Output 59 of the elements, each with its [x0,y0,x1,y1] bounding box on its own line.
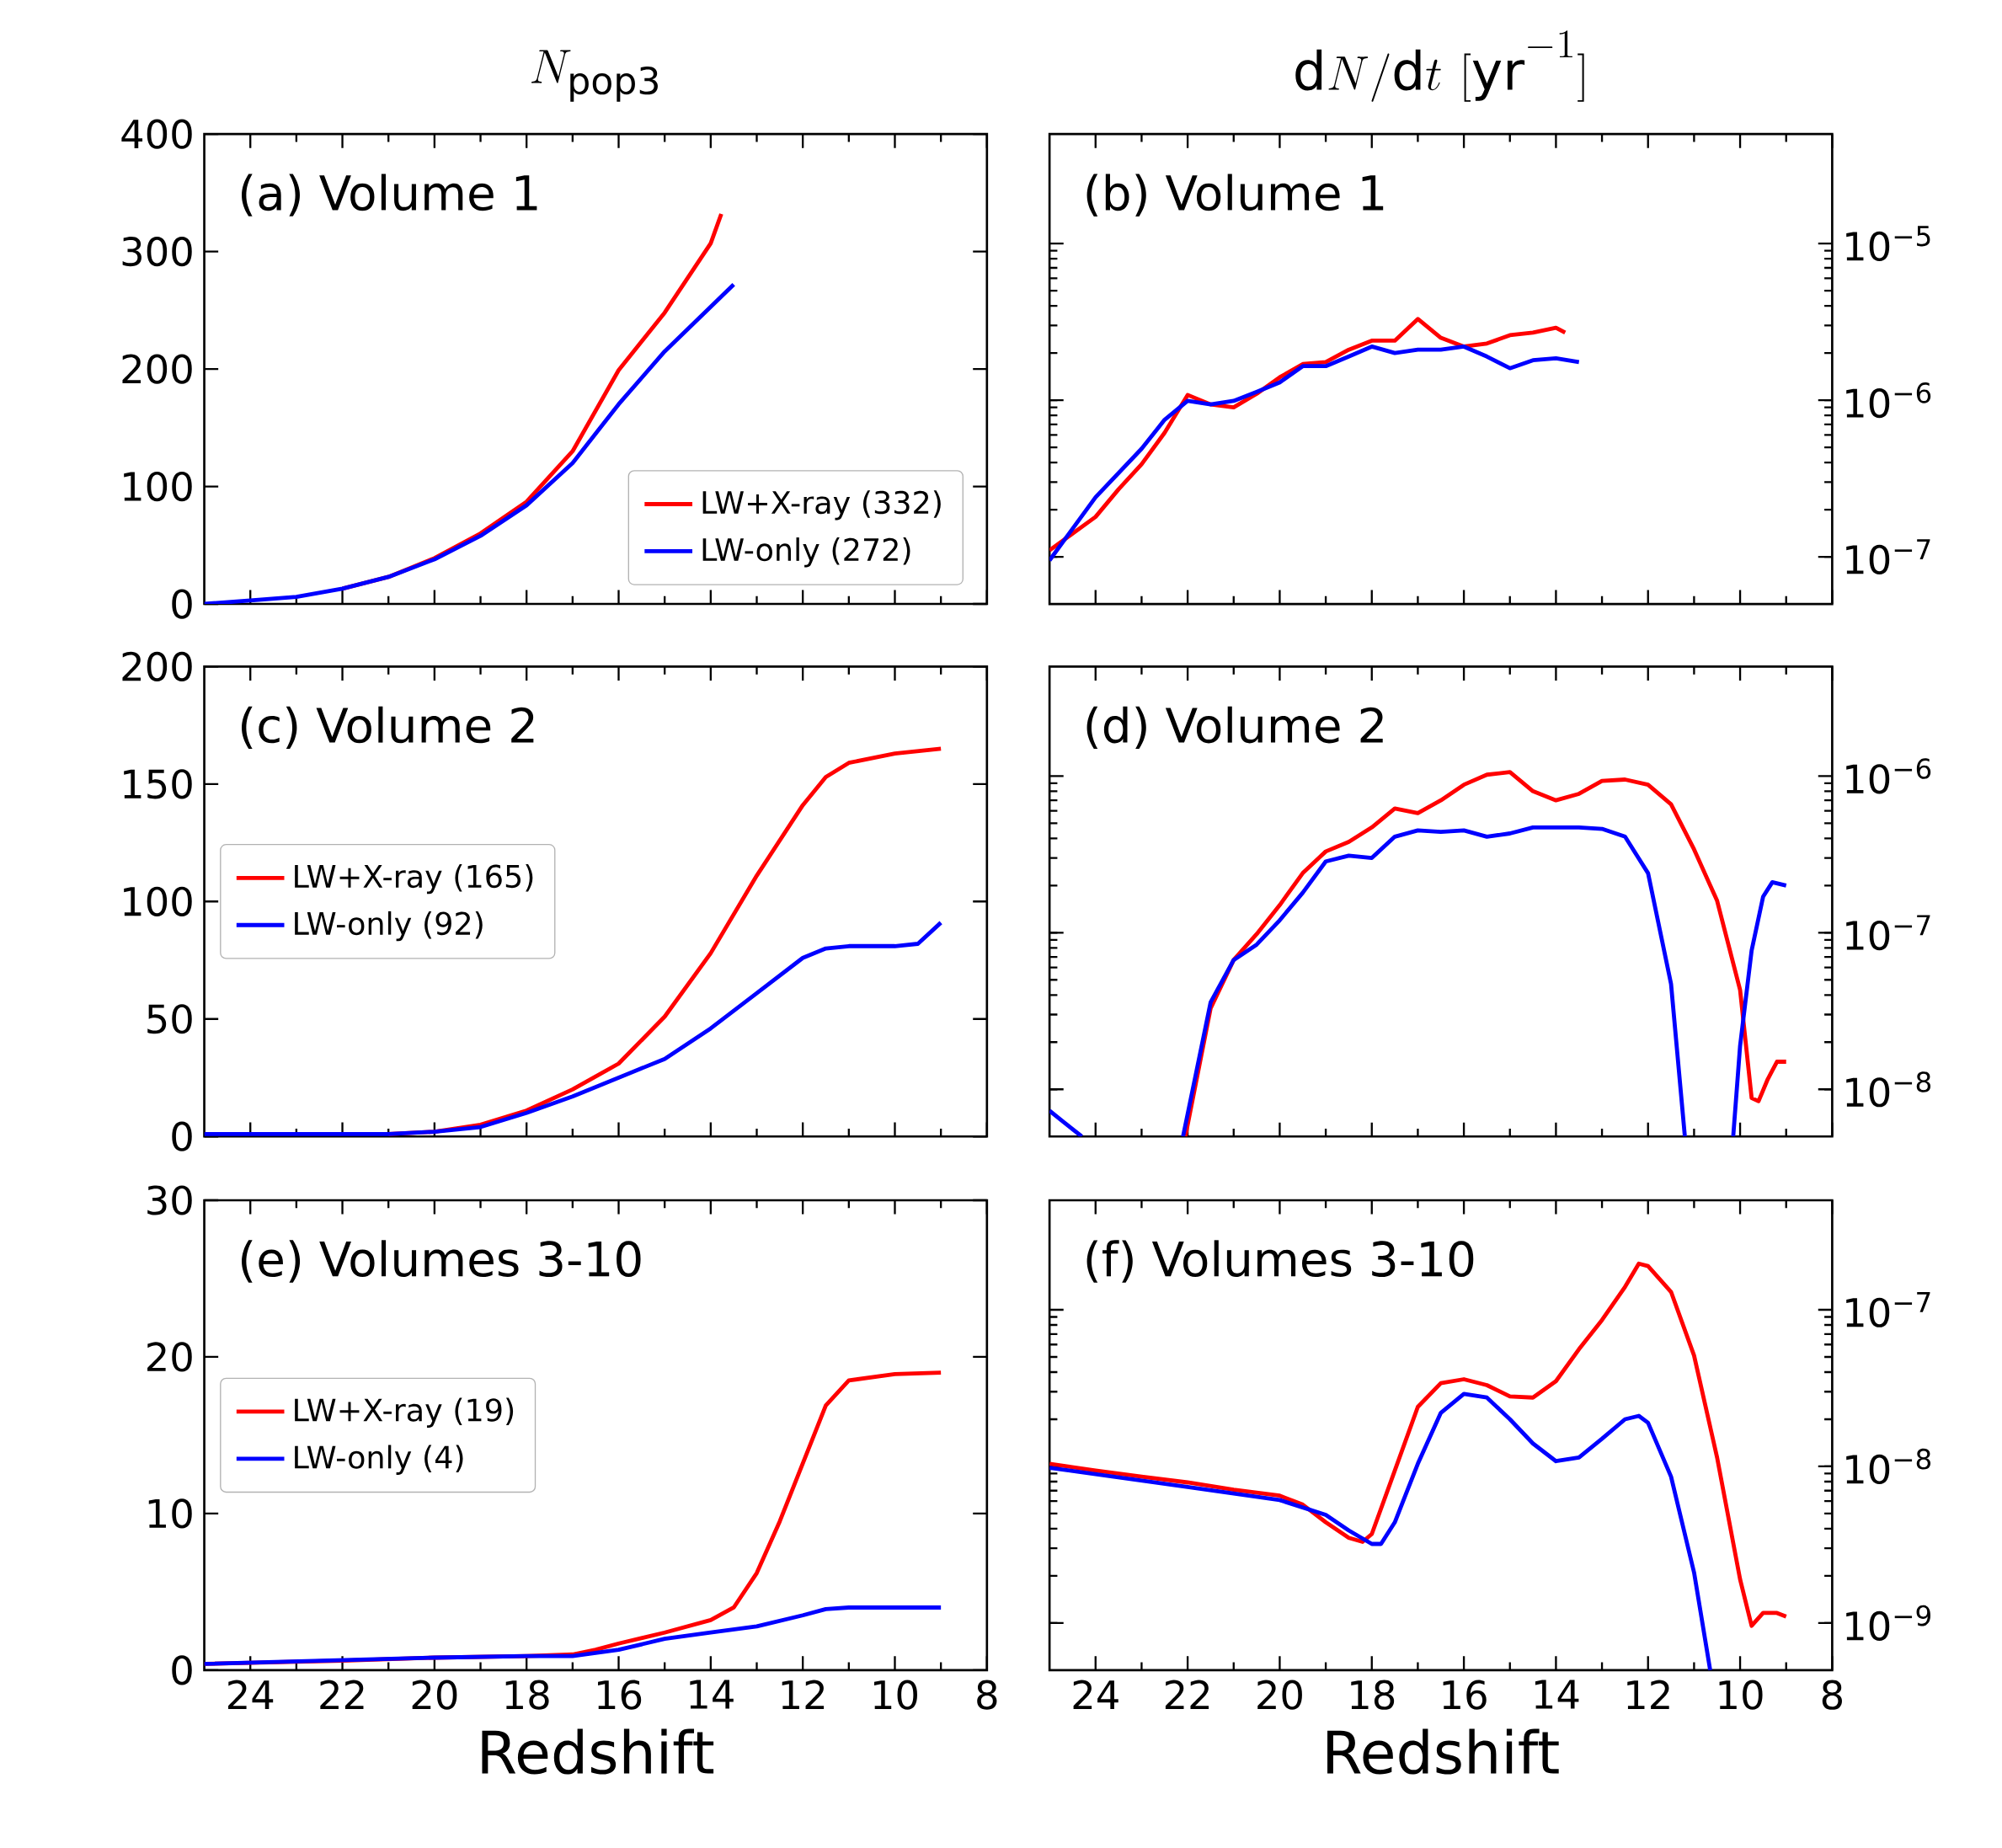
y2-tick-label: 10$^{−5}$ [1846,226,1930,262]
y-tick-label: 300 [122,237,192,267]
legend-label: LW-only (92) [295,911,483,942]
y-tick-label: 0 [172,1121,192,1152]
y-tick-label: 400 [121,119,192,149]
x-tick-label: 16 [598,1680,642,1710]
y-tick-label: 50 [147,1004,192,1034]
y-tick-label: 10 [148,1498,192,1529]
legend-label: LW-only (272) [702,537,910,568]
x-axis-title: Redshift [482,1728,714,1775]
x-tick-label: 12 [1627,1680,1669,1710]
annotation: (f) Volumes 3-10 [1086,1240,1474,1283]
x-tick-label: 24 [1073,1680,1118,1710]
x-tick-label: 20 [412,1680,457,1710]
y2-tick-label: 10$^{−7}$ [1846,1292,1930,1328]
x-tick-label: 12 [782,1680,825,1710]
chart-title: $\mathrm{d}N/\mathrm{d}t\ [\mathrm{yr}^{-1}]$ [1295,30,1584,103]
y2-tick-label: 10$^{−8}$ [1846,1449,1931,1485]
annotation: (b) Volume 1 [1086,174,1384,217]
x-tick-label: 18 [1351,1680,1395,1711]
legend-label: LW+X-ray (165) [295,864,533,895]
x-tick-label: 14 [690,1680,734,1709]
line-series [1049,1391,1712,1671]
y-tick-label: 0 [172,1655,192,1685]
y-tick-label: 150 [124,769,192,799]
x-axis-title: Redshift [1327,1728,1559,1775]
x-tick-label: 20 [1257,1680,1302,1711]
x-tick-label: 8 [977,1680,997,1710]
x-tick-label: 10 [874,1680,917,1710]
x-tick-label: 10 [1719,1680,1763,1711]
legend-label: LW+X-ray (332) [702,490,941,521]
y-tick-label: 0 [172,589,192,619]
y2-tick-label: 10$^{−7}$ [1846,539,1930,575]
y2-tick-label: 10$^{−8}$ [1846,1071,1931,1108]
y-tick-label: 200 [122,354,192,384]
y-tick-label: 30 [147,1185,192,1215]
y-tick-label: 200 [122,651,192,682]
x-tick-label: 22 [320,1680,364,1710]
annotation: (e) Volumes 3-10 [242,1240,641,1283]
y2-tick-label: 10$^{−6}$ [1846,382,1931,419]
annotation: (d) Volume 2 [1086,706,1383,750]
x-tick-label: 14 [1535,1680,1579,1709]
line-series [1049,344,1582,563]
chart-title: $N_{\mathrm{pop3}}$ [531,50,658,103]
y-tick-label: 20 [147,1342,192,1372]
x-tick-label: 22 [1165,1680,1209,1710]
legend-label: LW+X-ray (19) [295,1397,514,1429]
y-tick-label: 100 [124,886,192,917]
x-tick-label: 8 [1822,1680,1842,1711]
x-tick-label: 18 [505,1680,549,1710]
x-tick-label: 16 [1443,1680,1487,1711]
annotation: (c) Volume 2 [242,706,534,750]
y2-tick-label: 10$^{−6}$ [1846,758,1931,794]
legend-label: LW-only (4) [295,1445,463,1476]
annotation: (a) Volume 1 [242,174,537,217]
x-tick-label: 24 [228,1680,274,1710]
y2-tick-label: 10$^{−9}$ [1846,1605,1930,1642]
y-tick-label: 100 [124,472,192,502]
y2-tick-label: 10$^{−7}$ [1846,915,1930,951]
